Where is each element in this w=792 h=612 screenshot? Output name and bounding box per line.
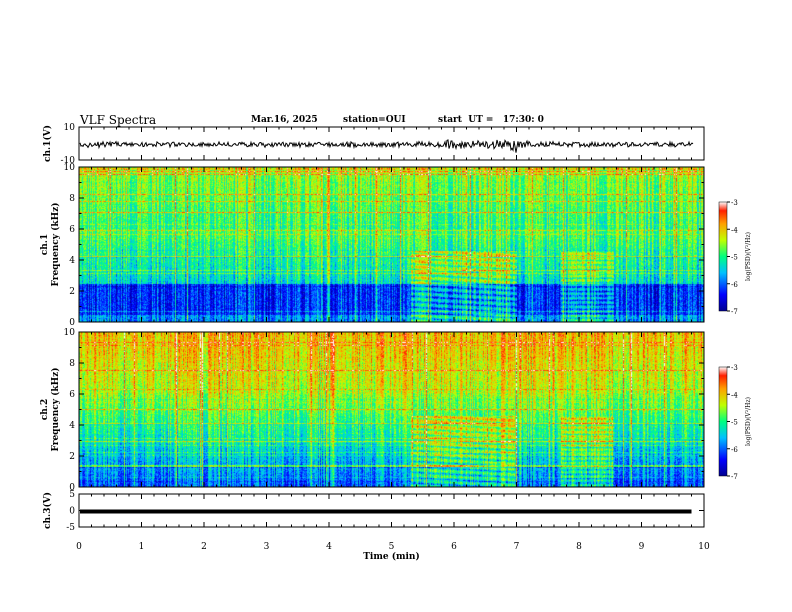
- x-tick-label: 8: [576, 542, 582, 552]
- date-label: Mar.16, 2025: [251, 115, 318, 125]
- x-tick-label: 4: [326, 542, 332, 552]
- ch2-spectrogram-ytick-label: 4: [69, 421, 75, 431]
- ch1-spectrogram-ytick-label: 2: [69, 287, 75, 297]
- ch2-colorbar-tick-label: -5: [731, 419, 738, 427]
- x-tick-label: 2: [201, 542, 207, 552]
- ch1-colorbar: [718, 201, 728, 312]
- ch1-spectrogram-ytick-label: 6: [69, 225, 75, 235]
- ch2-spectrogram-ytick-label: 6: [69, 390, 75, 400]
- ch2-colorbar-tick-label: -6: [731, 446, 738, 454]
- x-tick-label: 7: [514, 542, 520, 552]
- ch3-waveform-ytick-label: 0: [69, 507, 75, 517]
- ch3-waveform-ylabel: ch.3(V): [42, 492, 53, 529]
- ch2-colorbar-tick-label: -7: [731, 473, 738, 481]
- ch1-spectrogram-ytick-label: 0: [69, 318, 75, 328]
- ch1-colorbar-tick-label: -6: [731, 281, 738, 289]
- ch2-colorbar-label: log(PSD)(V²/Hz): [745, 397, 752, 446]
- ch1-colorbar-tick-label: -7: [731, 308, 738, 316]
- x-tick-label: 1: [139, 542, 145, 552]
- ch3-waveform-ytick-label: 5: [69, 490, 75, 500]
- ch1-spectrogram-ylabel: Frequency (kHz): [50, 202, 61, 286]
- ch2-colorbar: [718, 366, 728, 477]
- x-tick-label: 3: [264, 542, 270, 552]
- start-time-label: start UT = 17:30: 0: [438, 115, 544, 125]
- ch1-waveform-ytick-label: -10: [61, 156, 76, 166]
- x-tick-label: 6: [451, 542, 457, 552]
- ch1-colorbar-tick-label: -5: [731, 254, 738, 262]
- ch2-spectrogram-ytick-label: 2: [69, 452, 75, 462]
- ch1-spectrogram-ytick-label: 4: [69, 256, 75, 266]
- x-tick-label: 9: [639, 542, 645, 552]
- ch1-spectrogram-ytick-label: 10: [64, 163, 76, 173]
- x-tick-label: 5: [389, 542, 395, 552]
- ch1-waveform-ytick-label: 10: [64, 123, 76, 133]
- ch1-spectrogram-channel-label: ch.1: [40, 234, 50, 255]
- ch2-colorbar-tick-label: -4: [731, 391, 738, 399]
- ch1-colorbar-tick-label: -3: [731, 199, 738, 207]
- ch2-spectrogram-ytick-label: 10: [64, 328, 76, 338]
- ch3-waveform-ytick-label: -5: [66, 523, 75, 533]
- ch1-waveform-trace: [79, 139, 694, 153]
- ch1-waveform-ylabel: ch.1(V): [42, 125, 53, 162]
- plot-title: VLF Spectra: [80, 113, 157, 127]
- ch1-spectrogram-ytick-label: 8: [69, 194, 75, 204]
- ch2-spectrogram-channel-label: ch.2: [40, 399, 50, 420]
- x-tick-label: 10: [698, 542, 710, 552]
- ch1-colorbar-tick-label: -4: [731, 226, 738, 234]
- station-label: station=OUI: [343, 115, 406, 125]
- ch2-spectrogram-ytick-label: 8: [69, 359, 75, 369]
- ch1-colorbar-label: log(PSD)(V²/Hz): [745, 232, 752, 281]
- ch2-spectrogram-ylabel: Frequency (kHz): [50, 367, 61, 451]
- x-axis-title: Time (min): [363, 551, 420, 562]
- ch2-colorbar-tick-label: -3: [731, 364, 738, 372]
- spectrogram-ch2: [79, 332, 704, 487]
- ch2-spectrogram-ytick-label: 0: [69, 483, 75, 493]
- x-tick-label: 0: [76, 542, 82, 552]
- spectrogram-ch1: [79, 167, 704, 322]
